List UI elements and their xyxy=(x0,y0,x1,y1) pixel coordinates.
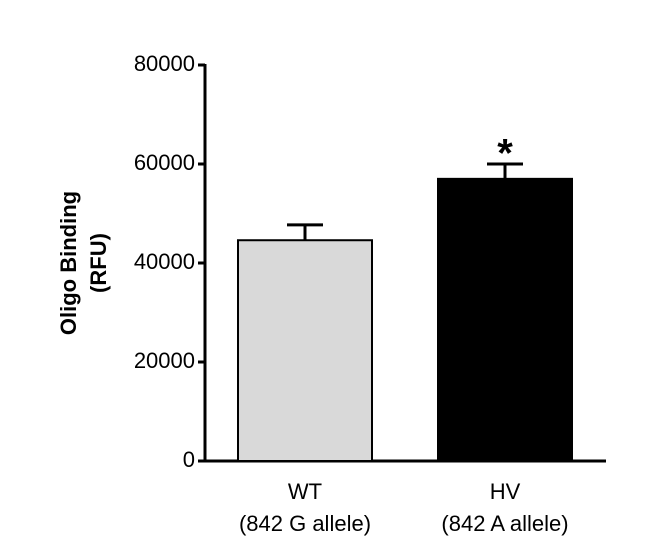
bar xyxy=(437,177,573,462)
y-axis-title-line: Oligo Binding xyxy=(56,191,81,335)
error-bar xyxy=(487,162,523,179)
x-tick-label: HV xyxy=(490,479,521,504)
x-tick-label: (842 A allele) xyxy=(441,511,568,536)
y-tick-label: 80000 xyxy=(134,51,195,76)
annotation: * xyxy=(497,132,513,176)
y-tick-label: 20000 xyxy=(134,348,195,373)
x-tick-label: WT xyxy=(288,479,322,504)
x-tick-label: (842 G allele) xyxy=(239,511,371,536)
y-tick-label: 0 xyxy=(183,447,195,472)
y-axis-title: Oligo Binding (RFU) xyxy=(56,191,111,335)
y-tick-label: 40000 xyxy=(134,249,195,274)
error-bar xyxy=(287,223,323,241)
bar xyxy=(237,239,373,462)
y-tick-label: 60000 xyxy=(134,150,195,175)
y-axis-title-line: (RFU) xyxy=(86,233,111,293)
